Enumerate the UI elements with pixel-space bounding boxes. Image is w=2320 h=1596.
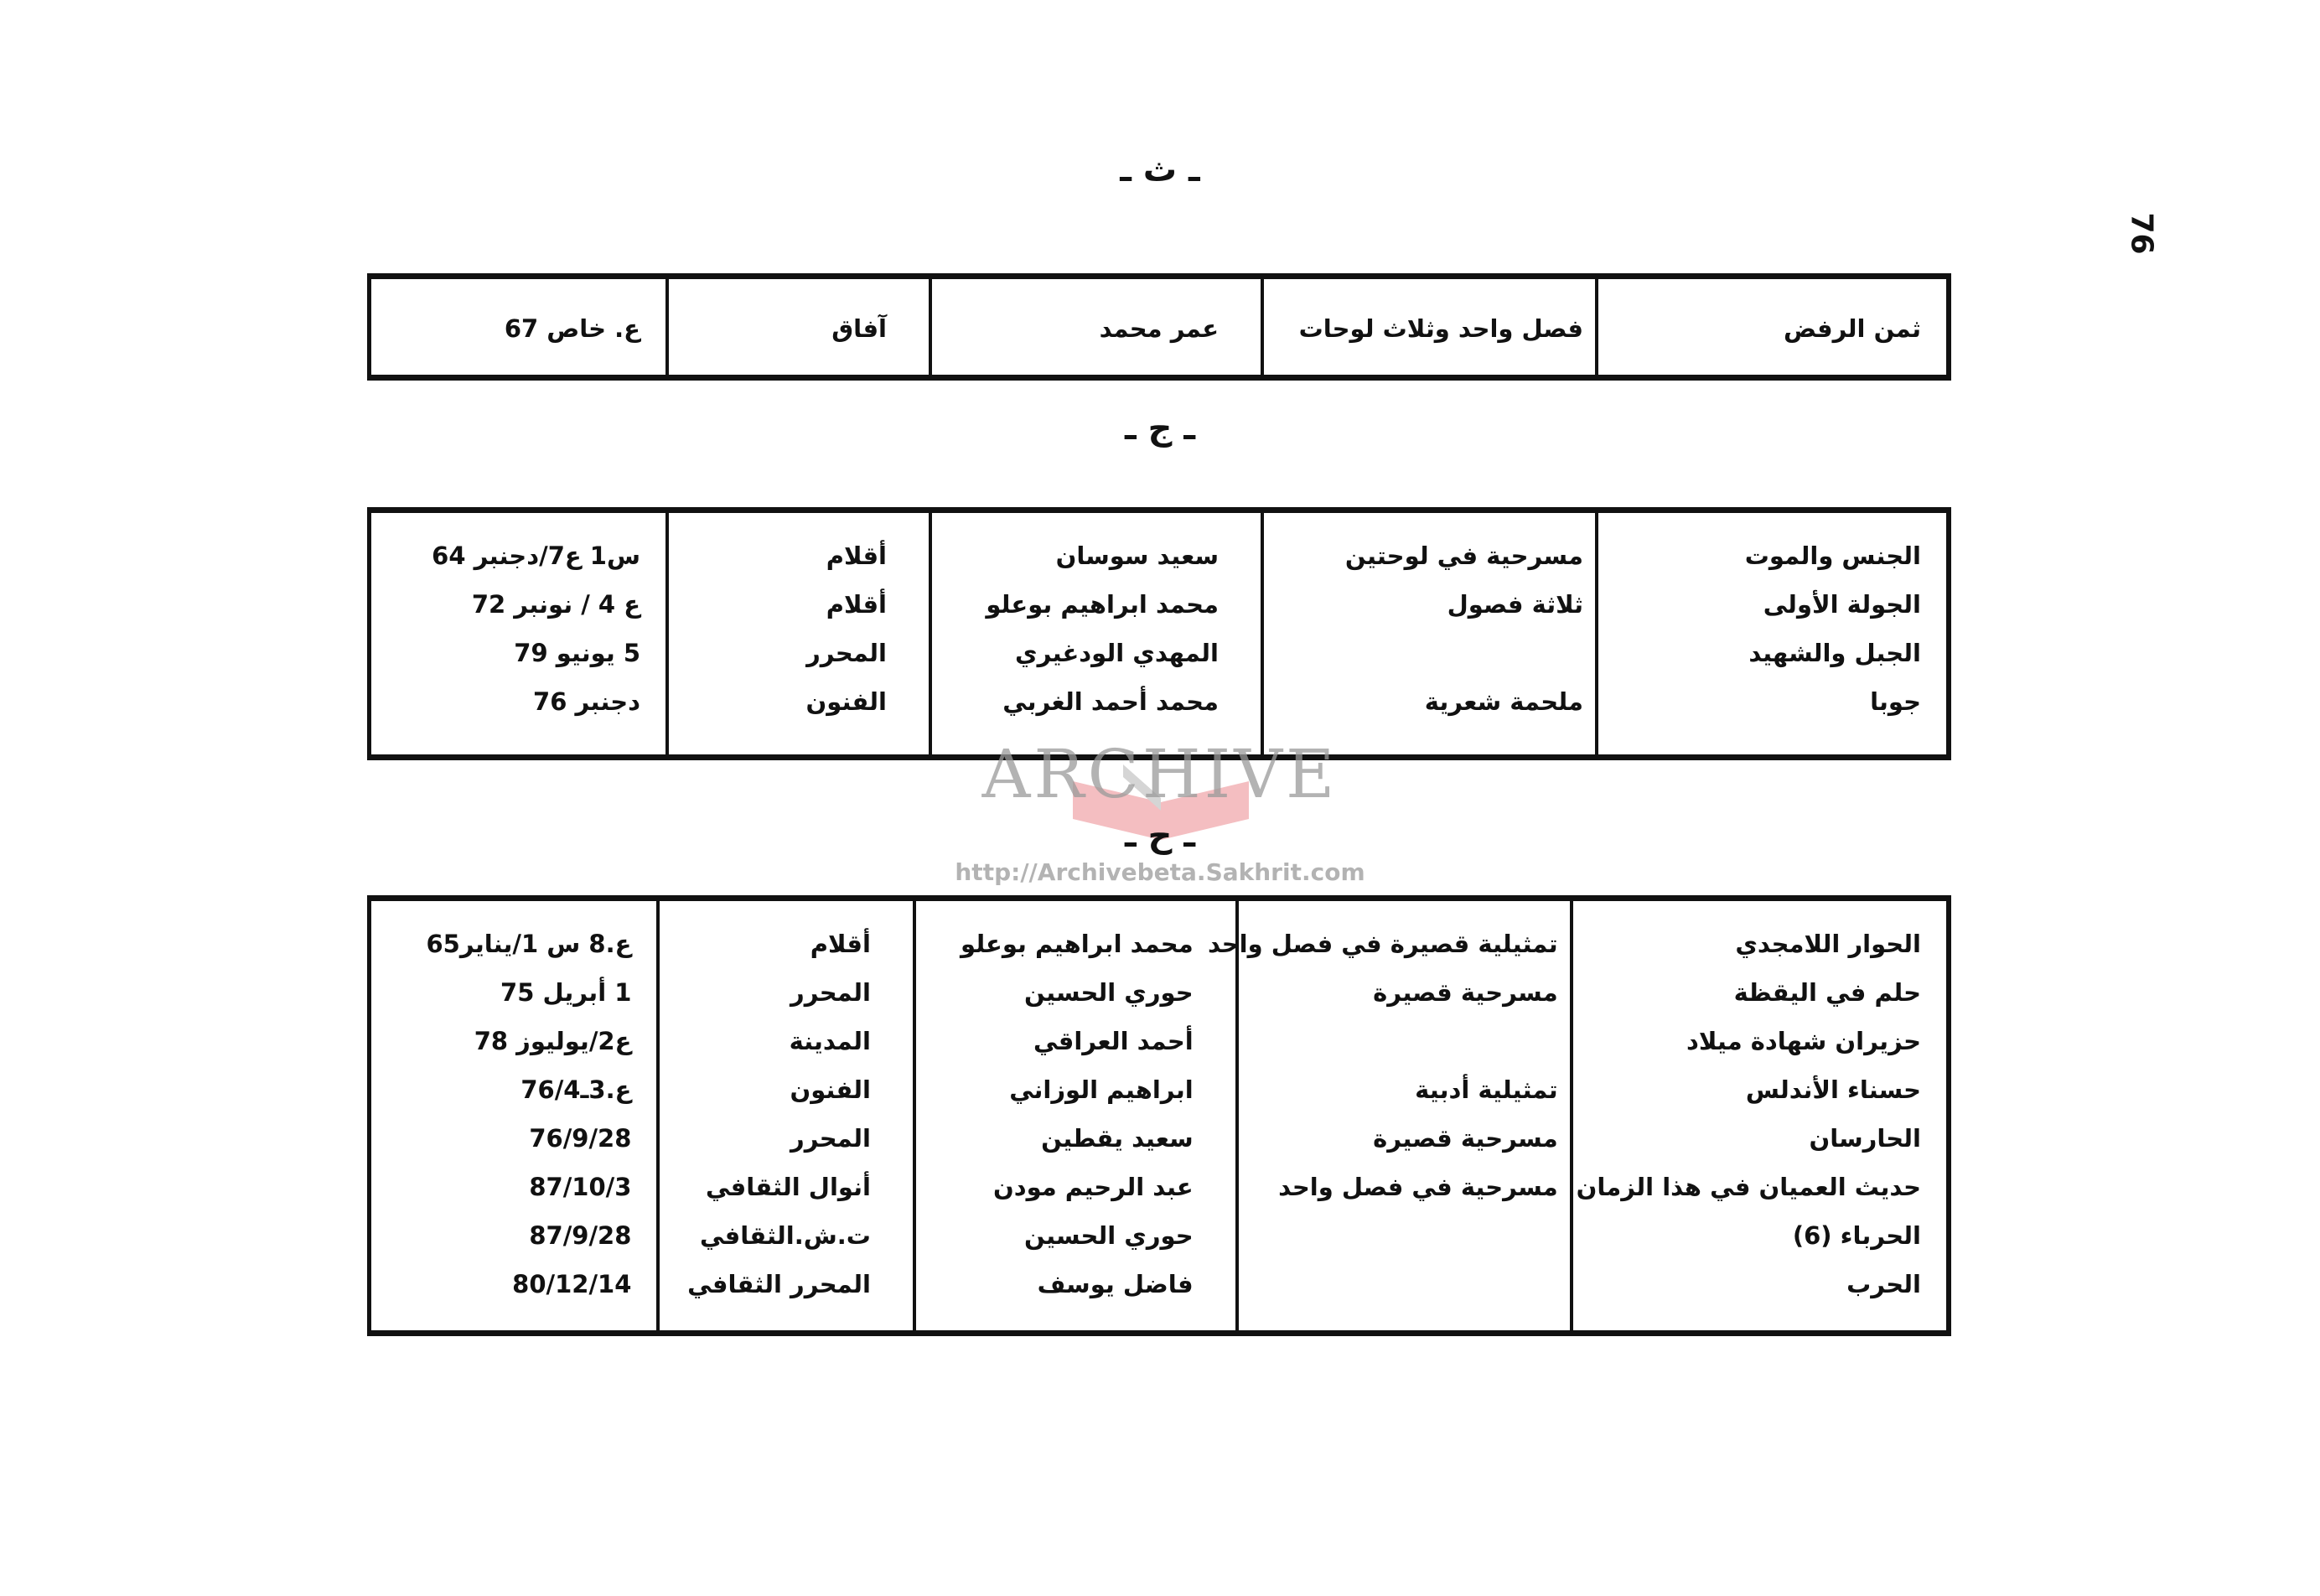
cell-title: حزيران شهادة ميلاد	[1686, 1027, 1921, 1055]
cell-genre: فصل واحد وثلاث لوحات	[1298, 314, 1583, 343]
cell-issue: ع2/يوليوز 78	[474, 1027, 632, 1055]
cell-title: الحارسان	[1809, 1124, 1921, 1153]
cell-author: عبد الرحيم مودن	[992, 1173, 1194, 1201]
cell-genre	[1267, 629, 1583, 677]
cell-genre	[1242, 1211, 1558, 1260]
cell-publication: ت.ش.الثقافي	[699, 1221, 871, 1250]
cell-issue: ع. خاص 67	[504, 314, 640, 343]
cell-issue: ع 4 / نونبر 72	[471, 590, 640, 619]
column-publication: أقلام أقلام المحرر الفنون	[665, 513, 929, 754]
section-heading-tha: ـ ث ـ	[1120, 151, 1200, 189]
cell-title: الجنس والموت	[1744, 542, 1921, 570]
cell-author: المهدي الودغيري	[1014, 639, 1219, 667]
cell-author: عمر محمد	[1099, 314, 1219, 343]
cell-author: حوري الحسين	[1024, 1221, 1194, 1250]
cell-genre: تمثيلية أدبية	[1415, 1075, 1558, 1104]
cell-issue: 87/10/3	[529, 1173, 632, 1201]
cell-issue: دجنبر 76	[533, 687, 640, 716]
cell-title: الحرباء (6)	[1792, 1221, 1921, 1250]
cell-issue: 80/12/14	[512, 1270, 632, 1298]
cell-publication: المحرر الثقافي	[687, 1270, 871, 1298]
cell-author: محمد أحمد الغربي	[1002, 687, 1219, 716]
cell-title: ثمن الرفض	[1784, 314, 1921, 343]
column-author: محمد ابراهيم بوعلو حوري الحسين أحمد العراق…	[912, 901, 1235, 1330]
column-issue: ع.8 س 1/يناير65 1 أبريل 75 ع2/يوليوز 78 ع.3…	[371, 901, 656, 1330]
cell-publication: أقلام	[810, 930, 871, 958]
cell-publication: أقلام	[826, 542, 887, 570]
cell-genre: مسرحية في فصل واحد	[1278, 1173, 1558, 1201]
section-heading-ha: ـ ح ـ	[1124, 816, 1196, 855]
watermark-title: ARCHIVE	[981, 735, 1339, 813]
cell-issue: 5 يونيو 79	[514, 639, 640, 667]
cell-genre: تمثيلية قصيرة في فصل واحد	[1208, 930, 1558, 958]
cell-title: حلم في اليقظة	[1733, 978, 1921, 1007]
cell-publication: المحرر	[790, 1124, 871, 1153]
watermark-book-icon	[1073, 764, 1249, 840]
cell-genre: مسرحية قصيرة	[1373, 978, 1558, 1007]
cell-publication: المحرر	[806, 639, 887, 667]
cell-author: محمد ابراهيم بوعلو	[961, 930, 1194, 958]
cell-title: جوبا	[1870, 687, 1921, 716]
cell-issue: ع.3ـ76/4	[520, 1075, 632, 1104]
cell-publication: الفنون	[805, 687, 887, 716]
cell-publication: المدينة	[789, 1027, 871, 1055]
cell-title: حسناء الأندلس	[1745, 1075, 1921, 1104]
column-author: سعيد سوسان محمد ابراهيم بوعلو المهدي الودغ…	[929, 513, 1261, 754]
watermark-url: http://Archivebeta.Sakhrit.com	[955, 858, 1365, 886]
table-ha: الحوار اللامجدي حلم في اليقظة حزيران شهادة…	[367, 895, 1951, 1336]
cell-publication: المحرر	[790, 978, 871, 1007]
section-heading-jim: ـ ج ـ	[1124, 409, 1196, 448]
column-genre: مسرحية في لوحتين ثلاثة فصول ملحمة شعرية	[1261, 513, 1595, 754]
column-genre: فصل واحد وثلاث لوحات	[1261, 279, 1595, 375]
cell-title: الجولة الأولى	[1763, 590, 1921, 619]
column-title: الحوار اللامجدي حلم في اليقظة حزيران شهادة…	[1569, 901, 1946, 1330]
cell-title: الجبل والشهيد	[1748, 639, 1921, 667]
table-tha: ثمن الرفض فصل واحد وثلاث لوحات عمر محمد آفا…	[367, 273, 1951, 381]
cell-title: الحرب	[1846, 1270, 1921, 1298]
table-jim: الجنس والموت الجولة الأولى الجبل والشهيد جو…	[367, 507, 1951, 760]
cell-issue: س1 ع7/دجنبر 64	[432, 542, 640, 570]
page-number: 76	[2124, 212, 2159, 255]
column-issue: ع. خاص 67	[371, 279, 665, 375]
cell-title: الحوار اللامجدي	[1735, 930, 1921, 958]
cell-issue: 87/9/28	[529, 1221, 632, 1250]
cell-author: ابراهيم الوزاني	[1009, 1075, 1194, 1104]
cell-genre	[1242, 1017, 1558, 1065]
cell-genre	[1242, 1260, 1558, 1308]
column-author: عمر محمد	[929, 279, 1261, 375]
cell-genre: مسرحية قصيرة	[1373, 1124, 1558, 1153]
cell-issue: ع.8 س 1/يناير65	[426, 930, 632, 958]
column-issue: س1 ع7/دجنبر 64 ع 4 / نونبر 72 5 يونيو 79 دج…	[371, 513, 665, 754]
cell-title: حديث العميان في هذا الزمان	[1576, 1173, 1921, 1201]
cell-genre: مسرحية في لوحتين	[1344, 542, 1583, 570]
cell-publication: أنوال الثقافي	[705, 1173, 871, 1201]
cell-publication: الفنون	[790, 1075, 871, 1104]
cell-author: محمد ابراهيم بوعلو	[986, 590, 1219, 619]
cell-publication: آفاق	[831, 314, 887, 343]
cell-issue: 1 أبريل 75	[500, 978, 632, 1007]
cell-author: حوري الحسين	[1024, 978, 1194, 1007]
cell-issue: 76/9/28	[529, 1124, 632, 1153]
cell-author: فاضل يوسف	[1037, 1270, 1194, 1298]
cell-author: أحمد العراقي	[1033, 1027, 1194, 1055]
cell-author: سعيد يقطين	[1041, 1124, 1194, 1153]
column-publication: أقلام المحرر المدينة الفنون المحرر أنوال الثق…	[656, 901, 913, 1330]
column-title: الجنس والموت الجولة الأولى الجبل والشهيد جو…	[1595, 513, 1946, 754]
cell-author: سعيد سوسان	[1055, 542, 1219, 570]
cell-genre: ملحمة شعرية	[1424, 687, 1583, 716]
column-title: ثمن الرفض	[1595, 279, 1946, 375]
column-publication: آفاق	[665, 279, 929, 375]
column-genre: تمثيلية قصيرة في فصل واحد مسرحية قصيرة تمث…	[1208, 901, 1570, 1330]
cell-genre: ثلاثة فصول	[1447, 590, 1583, 619]
cell-publication: أقلام	[826, 590, 887, 619]
